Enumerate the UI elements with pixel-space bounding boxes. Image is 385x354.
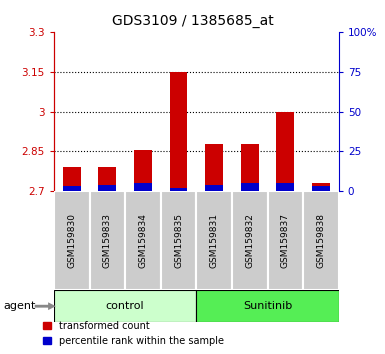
- Bar: [312, 187, 330, 191]
- Bar: [125, 191, 161, 290]
- Bar: [99, 167, 116, 191]
- Text: GSM159832: GSM159832: [245, 213, 254, 268]
- Text: GSM159834: GSM159834: [139, 213, 147, 268]
- Bar: [303, 191, 339, 290]
- Bar: [205, 185, 223, 191]
- Bar: [90, 191, 125, 290]
- Bar: [161, 191, 196, 290]
- Bar: [241, 183, 259, 191]
- Legend: transformed count, percentile rank within the sample: transformed count, percentile rank withi…: [44, 321, 224, 346]
- Text: GSM159831: GSM159831: [210, 213, 219, 268]
- Bar: [241, 144, 259, 191]
- Bar: [134, 183, 152, 191]
- Text: agent: agent: [4, 301, 36, 311]
- Bar: [170, 188, 187, 191]
- Bar: [63, 167, 80, 191]
- Text: control: control: [106, 301, 144, 311]
- Text: Sunitinib: Sunitinib: [243, 301, 292, 311]
- Bar: [196, 290, 339, 322]
- Bar: [170, 72, 187, 191]
- Bar: [276, 112, 294, 191]
- Bar: [99, 185, 116, 191]
- Bar: [205, 144, 223, 191]
- Bar: [196, 191, 232, 290]
- Bar: [63, 187, 80, 191]
- Bar: [134, 150, 152, 191]
- Text: GSM159835: GSM159835: [174, 213, 183, 268]
- Text: GSM159837: GSM159837: [281, 213, 290, 268]
- Text: GSM159838: GSM159838: [316, 213, 325, 268]
- Bar: [276, 183, 294, 191]
- Bar: [54, 290, 196, 322]
- Text: GDS3109 / 1385685_at: GDS3109 / 1385685_at: [112, 14, 273, 28]
- Bar: [312, 183, 330, 191]
- Text: GSM159833: GSM159833: [103, 213, 112, 268]
- Bar: [232, 191, 268, 290]
- Text: GSM159830: GSM159830: [67, 213, 76, 268]
- Bar: [268, 191, 303, 290]
- Bar: [54, 191, 90, 290]
